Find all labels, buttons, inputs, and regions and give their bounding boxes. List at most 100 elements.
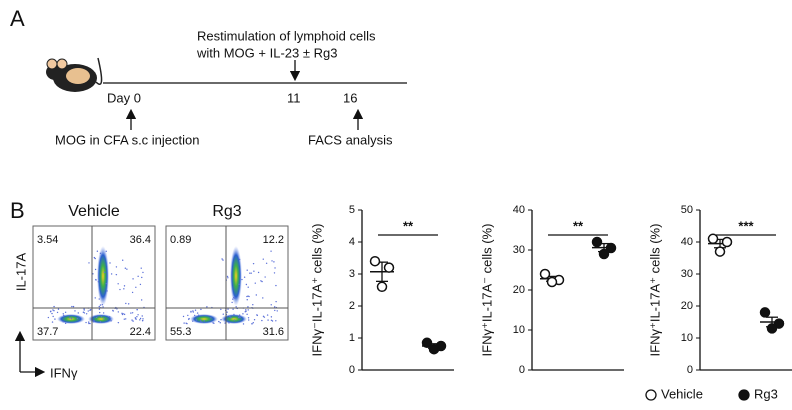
event-dot [230,316,232,319]
event-dot [274,306,276,308]
significance: ** [403,218,414,233]
event-dot [126,268,128,270]
day-label: 11 [287,90,301,105]
y-tick-label: 10 [513,324,525,336]
event-label: FACS analysis [308,132,393,147]
significance: ** [573,218,584,233]
y-tick-label: 0 [519,364,525,376]
event-dot [233,319,236,321]
event-dot [99,252,102,255]
event-dot [247,306,249,308]
data-point [539,268,551,280]
event-dot [139,319,141,321]
event-dot [261,319,263,322]
event-dot [243,276,246,278]
event-dot [276,310,278,312]
event-dot [85,313,88,315]
event-dot [142,318,144,320]
data-point [369,255,381,267]
y-tick-label: 50 [681,204,693,216]
event-dot [124,318,127,320]
event-dot [194,309,197,311]
event-dot [108,316,111,318]
event-dot [275,320,277,322]
event-dot [77,312,79,314]
event-dot [273,272,276,274]
event-dot [226,275,229,278]
event-dot [83,312,86,314]
density [88,314,114,324]
event-dot [275,300,277,303]
event-dot [238,258,241,261]
event-dot [131,312,134,314]
event-dot [98,298,100,300]
event-dot [237,316,240,319]
event-dot [226,311,228,313]
quadrant-value: 55.3 [170,326,191,338]
event-dot [125,302,127,305]
event-dot [212,322,214,324]
event-dot [95,316,98,319]
day-label: 16 [343,90,357,105]
y-axis-label: IFNγ⁺IL-17A⁻ cells (%) [479,224,494,357]
event-dot [267,319,269,321]
event-dot [62,321,64,323]
event-dot [221,258,223,260]
event-dot [233,296,235,299]
data-point [421,337,433,349]
data-point [605,242,617,254]
event-dot [99,304,102,306]
event-dot [246,313,248,316]
event-dot [98,308,101,310]
event-dot [247,309,249,311]
event-dot [193,314,196,317]
event-dot [182,315,185,318]
event-dot [54,318,56,320]
quadrant-value: 36.4 [130,234,151,246]
event-dot [245,283,248,286]
event-dot [192,320,194,322]
event-dot [112,309,114,312]
event-dot [220,308,222,311]
y-tick-label: 1 [349,332,355,344]
y-tick-label: 2 [349,300,355,312]
y-tick-label: 10 [681,332,693,344]
event-dot [50,310,52,312]
event-dot [227,277,229,279]
event-dot [130,312,132,314]
data-point [591,236,603,248]
event-dot [123,313,126,316]
event-dot [247,286,249,288]
event-dot [188,318,190,321]
event-dot [69,317,71,319]
event-dot [274,267,276,269]
event-dot [266,314,269,316]
event-dot [93,256,96,259]
event-dot [183,322,185,324]
event-dot [74,310,76,312]
event-dot [231,301,233,304]
event-dot [97,281,100,283]
event-dot [106,290,108,292]
event-dot [248,295,250,298]
event-dot [252,304,254,306]
event-dot [64,311,67,313]
event-dot [246,269,248,271]
quadrant-value: 22.4 [130,326,151,338]
y-axis-label: IFNγ⁻IL-17A⁺ cells (%) [309,224,324,357]
data-point [714,246,726,257]
legend-marker [738,389,750,401]
event-dot [115,266,118,268]
axis-label: IFNγ [50,365,78,380]
event-dot [262,258,264,260]
event-dot [261,280,263,283]
event-dot [247,317,250,319]
event-dot [256,314,259,317]
event-dot [262,315,265,318]
event-dot [252,262,255,265]
data-point [773,318,785,329]
event-dot [117,311,120,313]
event-dot [273,261,275,263]
event-dot [53,309,55,312]
event-dot [53,305,55,308]
